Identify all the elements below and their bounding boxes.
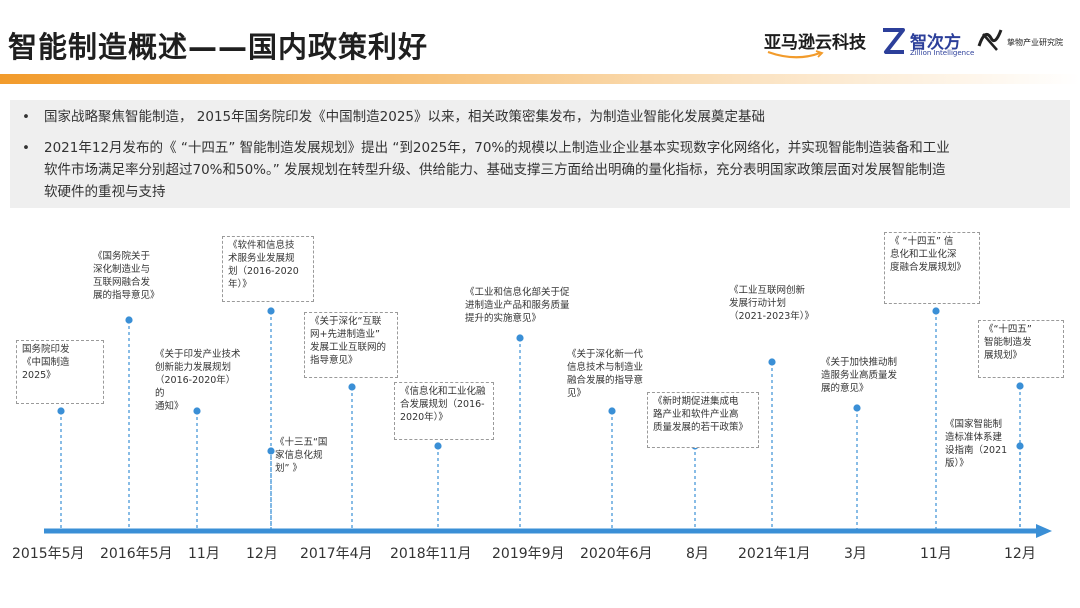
page-title: 智能制造概述——国内政策利好 <box>8 30 429 64</box>
huazhang-logo-text: 挚物产业研究院 <box>1007 38 1063 47</box>
policy-event-label: 《工业和信息化部关于促 进制造业产品和服务质量 提升的实施意见》 <box>465 287 570 324</box>
timeline-tick-label: 11月 <box>188 546 220 562</box>
timeline-tick-label: 12月 <box>1004 546 1036 562</box>
timeline-marker <box>1016 382 1024 390</box>
timeline-tick-label: 11月 <box>920 546 952 562</box>
summary-bullet: • 2021年12月发布的《 “十四五” 智能制造发展规划》提出 “到2025年… <box>22 137 1062 203</box>
policy-event-label: 《信息化和工业化融 合发展规划（2016- 2020年）》 <box>394 382 494 440</box>
timeline-marker <box>57 407 65 415</box>
timeline-tick-label: 12月 <box>246 546 278 562</box>
title-underline <box>0 74 1080 84</box>
timeline-marker <box>267 447 275 455</box>
huazhang-logo-mark-icon <box>977 29 1003 51</box>
summary-bullet-text: 国家战略聚焦智能制造， 2015年国务院印发《中国制造2025》以来，相关政策密… <box>44 109 766 125</box>
policy-event-label: 《关于深化“互联 网+先进制造业” 发展工业互联网的 指导意见》 <box>304 312 398 378</box>
timeline-marker <box>853 404 861 412</box>
zhicifang-logo: 智次方 Zillion Intelligence <box>880 26 990 66</box>
policy-event-label: 《工业互联网创新 发展行动计划 （2021-2023年）》 <box>729 285 815 322</box>
summary-bullet: • 国家战略聚焦智能制造， 2015年国务院印发《中国制造2025》以来，相关政… <box>22 106 1052 128</box>
timeline-tick-label: 2017年4月 <box>300 546 373 562</box>
zhicifang-mark-icon <box>883 28 905 54</box>
policy-event-label: 《十三五“国 家信息化规 划” 》 <box>275 437 328 474</box>
timeline-tick-label: 2019年9月 <box>492 546 565 562</box>
timeline-marker <box>608 407 616 415</box>
bullet-dot-icon: • <box>22 109 30 125</box>
amazon-logo: 亚马逊云科技 <box>764 33 866 53</box>
policy-event-label: 《关于印发产业技术 创新能力发展规划 （2016-2020年）的 通知》 <box>155 349 241 412</box>
timeline-tick-label: 2020年6月 <box>580 546 653 562</box>
timeline-marker <box>125 316 133 324</box>
timeline-tick-label: 3月 <box>844 546 867 562</box>
policy-event-label: 《国家智能制 造标准体系建 设指南（2021 版）》 <box>945 419 1008 469</box>
zhicifang-logo-subtitle: Zillion Intelligence <box>910 49 975 57</box>
summary-bullet-line: 软硬件的重视与支持 <box>44 184 166 200</box>
timeline-marker <box>267 307 275 315</box>
policy-event-label: 《“十四五” 智能制造发 展规划》 <box>978 320 1064 378</box>
timeline-marker <box>516 334 524 342</box>
policy-event-label: 《国务院关于 深化制造业与 互联网融合发 展的指导意见》 <box>93 251 160 301</box>
timeline-tick-label: 2018年11月 <box>390 546 472 562</box>
timeline-tick-label: 2015年5月 <box>12 546 85 562</box>
timeline-tick-label: 8月 <box>686 546 709 562</box>
summary-bullet-line: 2021年12月发布的《 “十四五” 智能制造发展规划》提出 “到2025年，7… <box>44 140 950 156</box>
policy-event-label: 国务院印发 《中国制造 2025》 <box>16 340 104 404</box>
summary-panel: • 国家战略聚焦智能制造， 2015年国务院印发《中国制造2025》以来，相关政… <box>10 100 1070 208</box>
timeline-arrow-icon <box>1036 524 1052 538</box>
timeline-marker <box>193 407 201 415</box>
bullet-dot-icon: • <box>22 140 30 156</box>
amazon-smile-icon <box>767 50 824 59</box>
summary-bullet-line: 软件市场满足率分别超过70%和50%。” 发展规划在转型升级、供给能力、基础支撑… <box>44 162 946 178</box>
policy-event-label: 《 “十四五” 信 息化和工业化深 度融合发展规划》 <box>884 232 980 304</box>
timeline-marker <box>932 307 940 315</box>
timeline-marker <box>434 442 442 450</box>
policy-event-label: 《关于深化新一代 信息技术与制造业 融合发展的指导意 见》 <box>567 349 644 399</box>
timeline-tick-label: 2016年5月 <box>100 546 173 562</box>
policy-event-label: 《新时期促进集成电 路产业和软件产业高 质量发展的若干政策》 <box>647 392 759 448</box>
timeline-marker <box>768 358 776 366</box>
policy-event-label: 《软件和信息技 术服务业发展规 划（2016-2020 年）》 <box>222 236 314 302</box>
zhicifang-logo-text: 智次方 <box>910 33 961 53</box>
timeline-marker <box>348 383 356 391</box>
timeline-tick-label: 2021年1月 <box>738 546 811 562</box>
policy-event-label: 《关于加快推动制 造服务业高质量发 展的意见》 <box>821 357 898 394</box>
